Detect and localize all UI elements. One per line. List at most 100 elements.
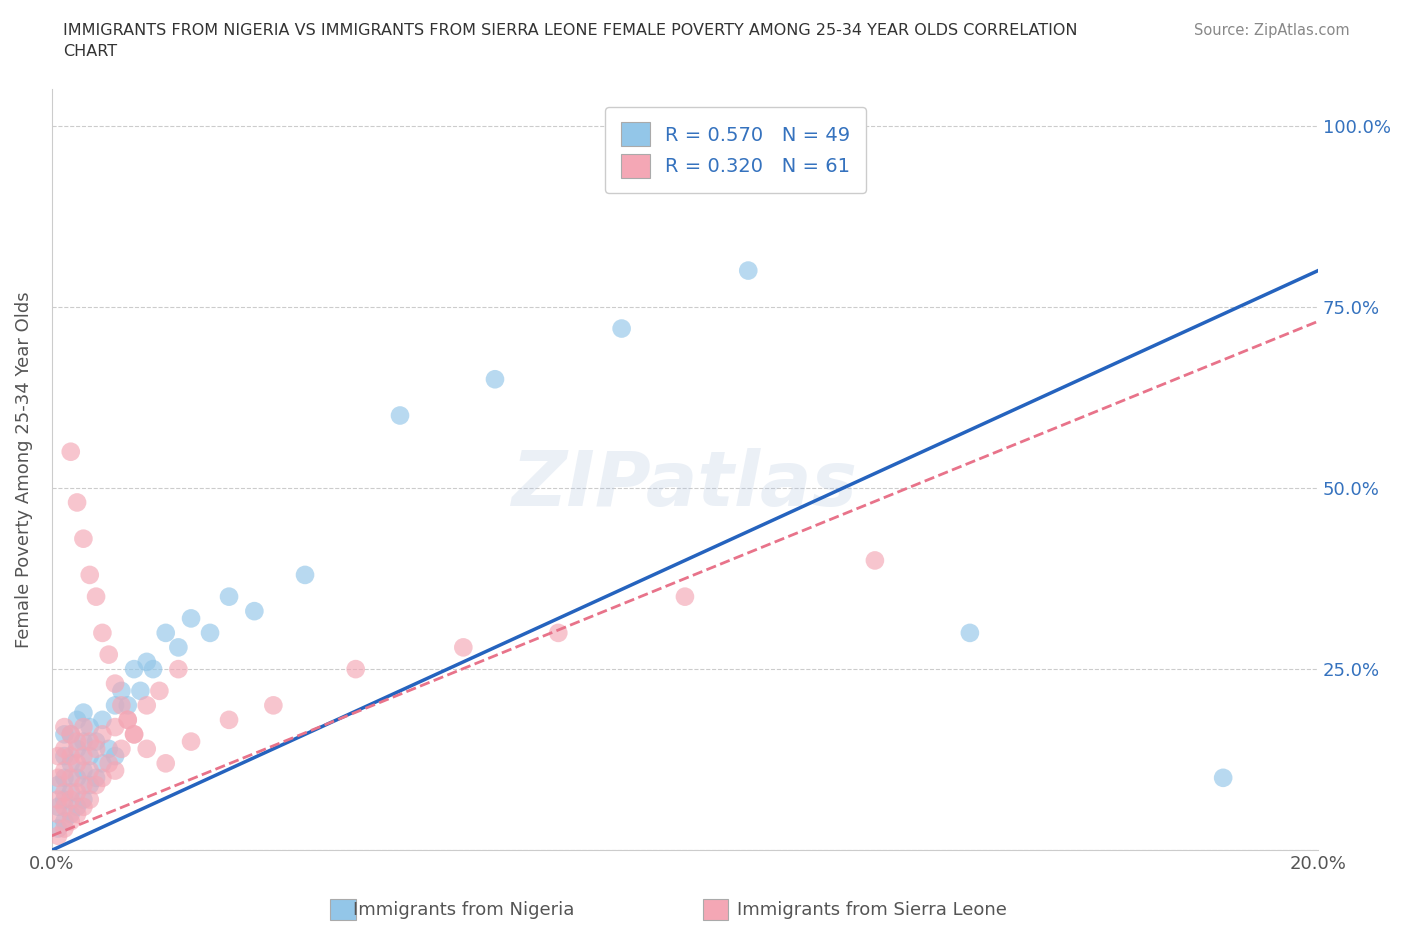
Point <box>243 604 266 618</box>
Point <box>72 792 94 807</box>
Point <box>117 698 139 712</box>
Point <box>97 756 120 771</box>
Point <box>1212 770 1234 785</box>
Point <box>53 785 76 800</box>
Point <box>959 626 981 641</box>
Text: Immigrants from Nigeria: Immigrants from Nigeria <box>353 900 575 919</box>
Point <box>59 756 82 771</box>
Point <box>180 611 202 626</box>
Point <box>135 741 157 756</box>
Point <box>79 764 101 778</box>
Point <box>84 590 107 604</box>
Point <box>46 749 69 764</box>
Point <box>72 734 94 749</box>
Point <box>59 792 82 807</box>
Point <box>547 626 569 641</box>
Point <box>66 785 89 800</box>
Point <box>66 800 89 815</box>
Y-axis label: Female Poverty Among 25-34 Year Olds: Female Poverty Among 25-34 Year Olds <box>15 291 32 648</box>
Point <box>117 712 139 727</box>
Point <box>72 764 94 778</box>
Point <box>79 720 101 735</box>
Point <box>53 792 76 807</box>
Point <box>59 727 82 742</box>
Point <box>155 626 177 641</box>
Point <box>66 806 89 821</box>
Point <box>66 712 89 727</box>
Point <box>218 590 240 604</box>
Legend: R = 0.570   N = 49, R = 0.320   N = 61: R = 0.570 N = 49, R = 0.320 N = 61 <box>605 107 866 193</box>
Point <box>104 698 127 712</box>
Point <box>72 720 94 735</box>
Point <box>344 661 367 676</box>
Point <box>46 821 69 836</box>
Point <box>72 705 94 720</box>
Point <box>135 655 157 670</box>
Point <box>148 684 170 698</box>
Point <box>262 698 284 712</box>
Point <box>91 770 114 785</box>
Point <box>142 661 165 676</box>
Point <box>59 749 82 764</box>
Text: Immigrants from Sierra Leone: Immigrants from Sierra Leone <box>737 900 1007 919</box>
Point <box>218 712 240 727</box>
Point <box>53 741 76 756</box>
Point <box>53 720 76 735</box>
Point <box>84 777 107 792</box>
Point <box>110 741 132 756</box>
Text: Source: ZipAtlas.com: Source: ZipAtlas.com <box>1194 23 1350 38</box>
Point <box>53 814 76 829</box>
Point <box>180 734 202 749</box>
FancyBboxPatch shape <box>703 899 728 920</box>
Point <box>46 777 69 792</box>
Point <box>84 741 107 756</box>
Point <box>46 792 69 807</box>
Point <box>79 792 101 807</box>
Point <box>84 734 107 749</box>
Point <box>673 590 696 604</box>
Point <box>79 567 101 582</box>
FancyBboxPatch shape <box>330 899 356 920</box>
Point <box>129 684 152 698</box>
Point <box>863 553 886 568</box>
Point <box>104 720 127 735</box>
Point <box>66 495 89 510</box>
Point <box>53 764 76 778</box>
Point <box>46 806 69 821</box>
Point <box>53 800 76 815</box>
Point <box>110 698 132 712</box>
Point <box>72 531 94 546</box>
Text: IMMIGRANTS FROM NIGERIA VS IMMIGRANTS FROM SIERRA LEONE FEMALE POVERTY AMONG 25-: IMMIGRANTS FROM NIGERIA VS IMMIGRANTS FR… <box>63 23 1078 60</box>
Point <box>53 749 76 764</box>
Point <box>122 661 145 676</box>
Point <box>294 567 316 582</box>
Point <box>59 785 82 800</box>
Point <box>79 734 101 749</box>
Point <box>167 661 190 676</box>
Point <box>117 712 139 727</box>
Point <box>59 727 82 742</box>
Point <box>91 712 114 727</box>
Point <box>91 756 114 771</box>
Point <box>484 372 506 387</box>
Point <box>59 806 82 821</box>
Point <box>66 741 89 756</box>
Point <box>59 814 82 829</box>
Point <box>79 749 101 764</box>
Point <box>135 698 157 712</box>
Point <box>66 756 89 771</box>
Point <box>97 647 120 662</box>
Point <box>737 263 759 278</box>
Point <box>110 684 132 698</box>
Point <box>91 727 114 742</box>
Point <box>53 727 76 742</box>
Point <box>72 749 94 764</box>
Point <box>66 734 89 749</box>
Point <box>72 800 94 815</box>
Point <box>104 676 127 691</box>
Point <box>46 800 69 815</box>
Point <box>97 741 120 756</box>
Point <box>388 408 411 423</box>
Point <box>46 770 69 785</box>
Point <box>610 321 633 336</box>
